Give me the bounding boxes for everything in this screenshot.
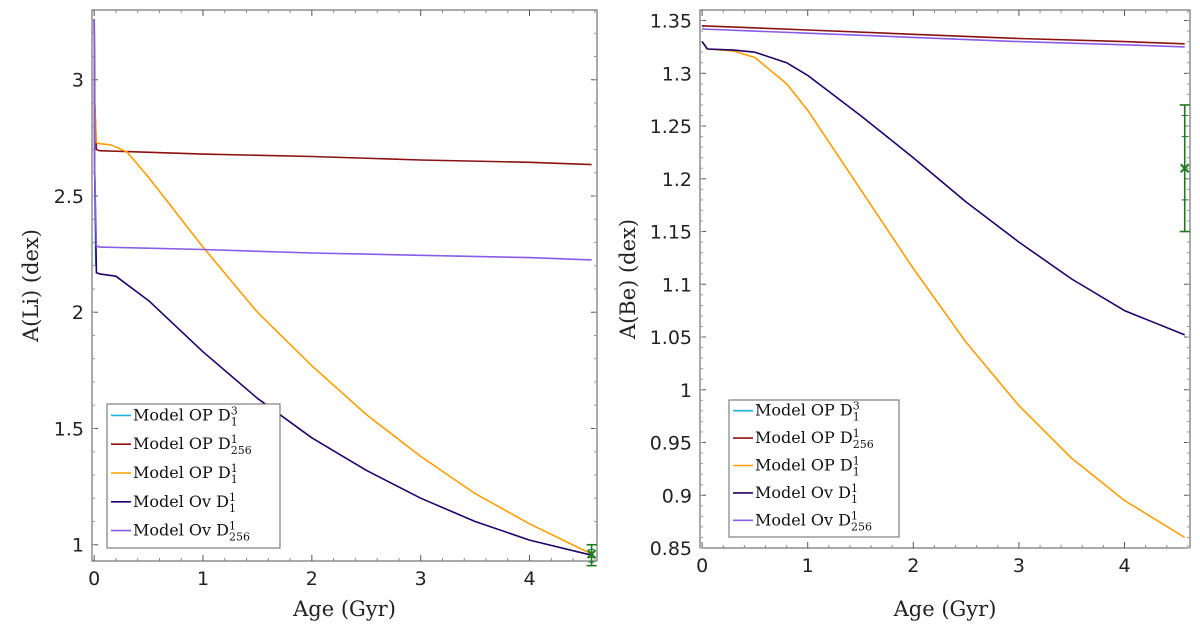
x-tick-label: 1 [802, 555, 814, 577]
y-tick-label: 1.25 [650, 116, 692, 138]
y-tick-label: 1.35 [650, 11, 692, 33]
y-tick-label: 0.95 [650, 433, 692, 455]
x-axis-label: Age (Gyr) [893, 597, 997, 621]
legend-sub-1: 256 [853, 438, 874, 451]
series-line-4 [702, 28, 1185, 48]
obs-marker-b [1180, 163, 1190, 173]
legend-label-3: Model Ov D1 [133, 491, 236, 511]
legend-label-1: Model OP D1 [755, 427, 860, 447]
legend-label-4: Model Ov D1 [133, 520, 236, 540]
legend-sub-1: 256 [231, 444, 252, 457]
legend-label-0: Model OP D3 [133, 404, 238, 424]
x-tick-label: 3 [415, 568, 427, 590]
legend-box [728, 399, 900, 538]
legend-sub-2: 1 [231, 473, 238, 486]
legend-label-0: Model OP D3 [755, 400, 860, 420]
y-axis-label: A(Be) (dex) [616, 219, 640, 340]
y-tick-label: 1 [680, 380, 692, 402]
x-tick-label: 2 [907, 555, 919, 577]
y-tick-label: 1.1 [662, 274, 692, 296]
y-tick-label: 1.15 [650, 222, 692, 244]
plot-frame [91, 9, 598, 562]
series-line-1 [702, 25, 1185, 45]
series-line-1 [93, 19, 592, 166]
legend-label-2: Model OP D1 [755, 455, 860, 475]
x-axis-label: Age (Gyr) [292, 597, 396, 621]
y-tick-label: 1 [72, 535, 84, 557]
y-tick-label: 3 [72, 70, 84, 92]
legend-label-3: Model Ov D1 [755, 482, 858, 502]
series-line-2 [93, 19, 592, 555]
x-tick-label: 0 [88, 568, 100, 590]
legend-sub-2: 1 [853, 466, 860, 479]
legend-sub-4: 256 [229, 531, 250, 544]
legend-sub-3: 1 [229, 502, 236, 515]
series-line-4 [93, 19, 592, 261]
y-tick-label: 1.2 [662, 169, 692, 191]
y-tick-label: 2 [72, 302, 84, 324]
series-line-3 [701, 41, 1185, 336]
y-tick-label: 0.9 [662, 485, 692, 507]
x-tick-label: 2 [306, 568, 318, 590]
legend-sub-4: 256 [851, 520, 872, 533]
legend-label-2: Model OP D1 [133, 462, 238, 482]
series-line-2 [701, 41, 1186, 539]
legend-sub-0: 1 [231, 415, 238, 428]
legend-label-4: Model Ov D1 [755, 509, 858, 529]
legend-sub-3: 1 [851, 493, 858, 506]
y-tick-label: 1.5 [54, 418, 84, 440]
obs-marker-b [586, 549, 597, 559]
plot-frame [699, 9, 1191, 549]
x-tick-label: 4 [523, 568, 535, 590]
legend-sub-0: 1 [853, 411, 860, 424]
x-tick-label: 1 [197, 568, 209, 590]
right-panel-be: 0 1 2 3 4 0.85 0.9 0.95 1 1.05 1.1 1.15 1.2 1.25 1.3 1.… [616, 9, 1191, 621]
legend-label-1: Model OP D1 [133, 433, 238, 453]
y-tick-label: 1.05 [650, 327, 692, 349]
y-axis-label: A(Li) (dex) [19, 229, 43, 343]
x-tick-label: 3 [1013, 555, 1025, 577]
legend-box [106, 403, 281, 549]
y-tick-label: 1.3 [662, 63, 692, 85]
y-tick-label: 2.5 [54, 186, 84, 208]
x-tick-label: 4 [1118, 555, 1130, 577]
series-line-3 [93, 19, 592, 556]
x-tick-label: 0 [696, 555, 708, 577]
y-tick-label: 0.85 [650, 538, 692, 560]
